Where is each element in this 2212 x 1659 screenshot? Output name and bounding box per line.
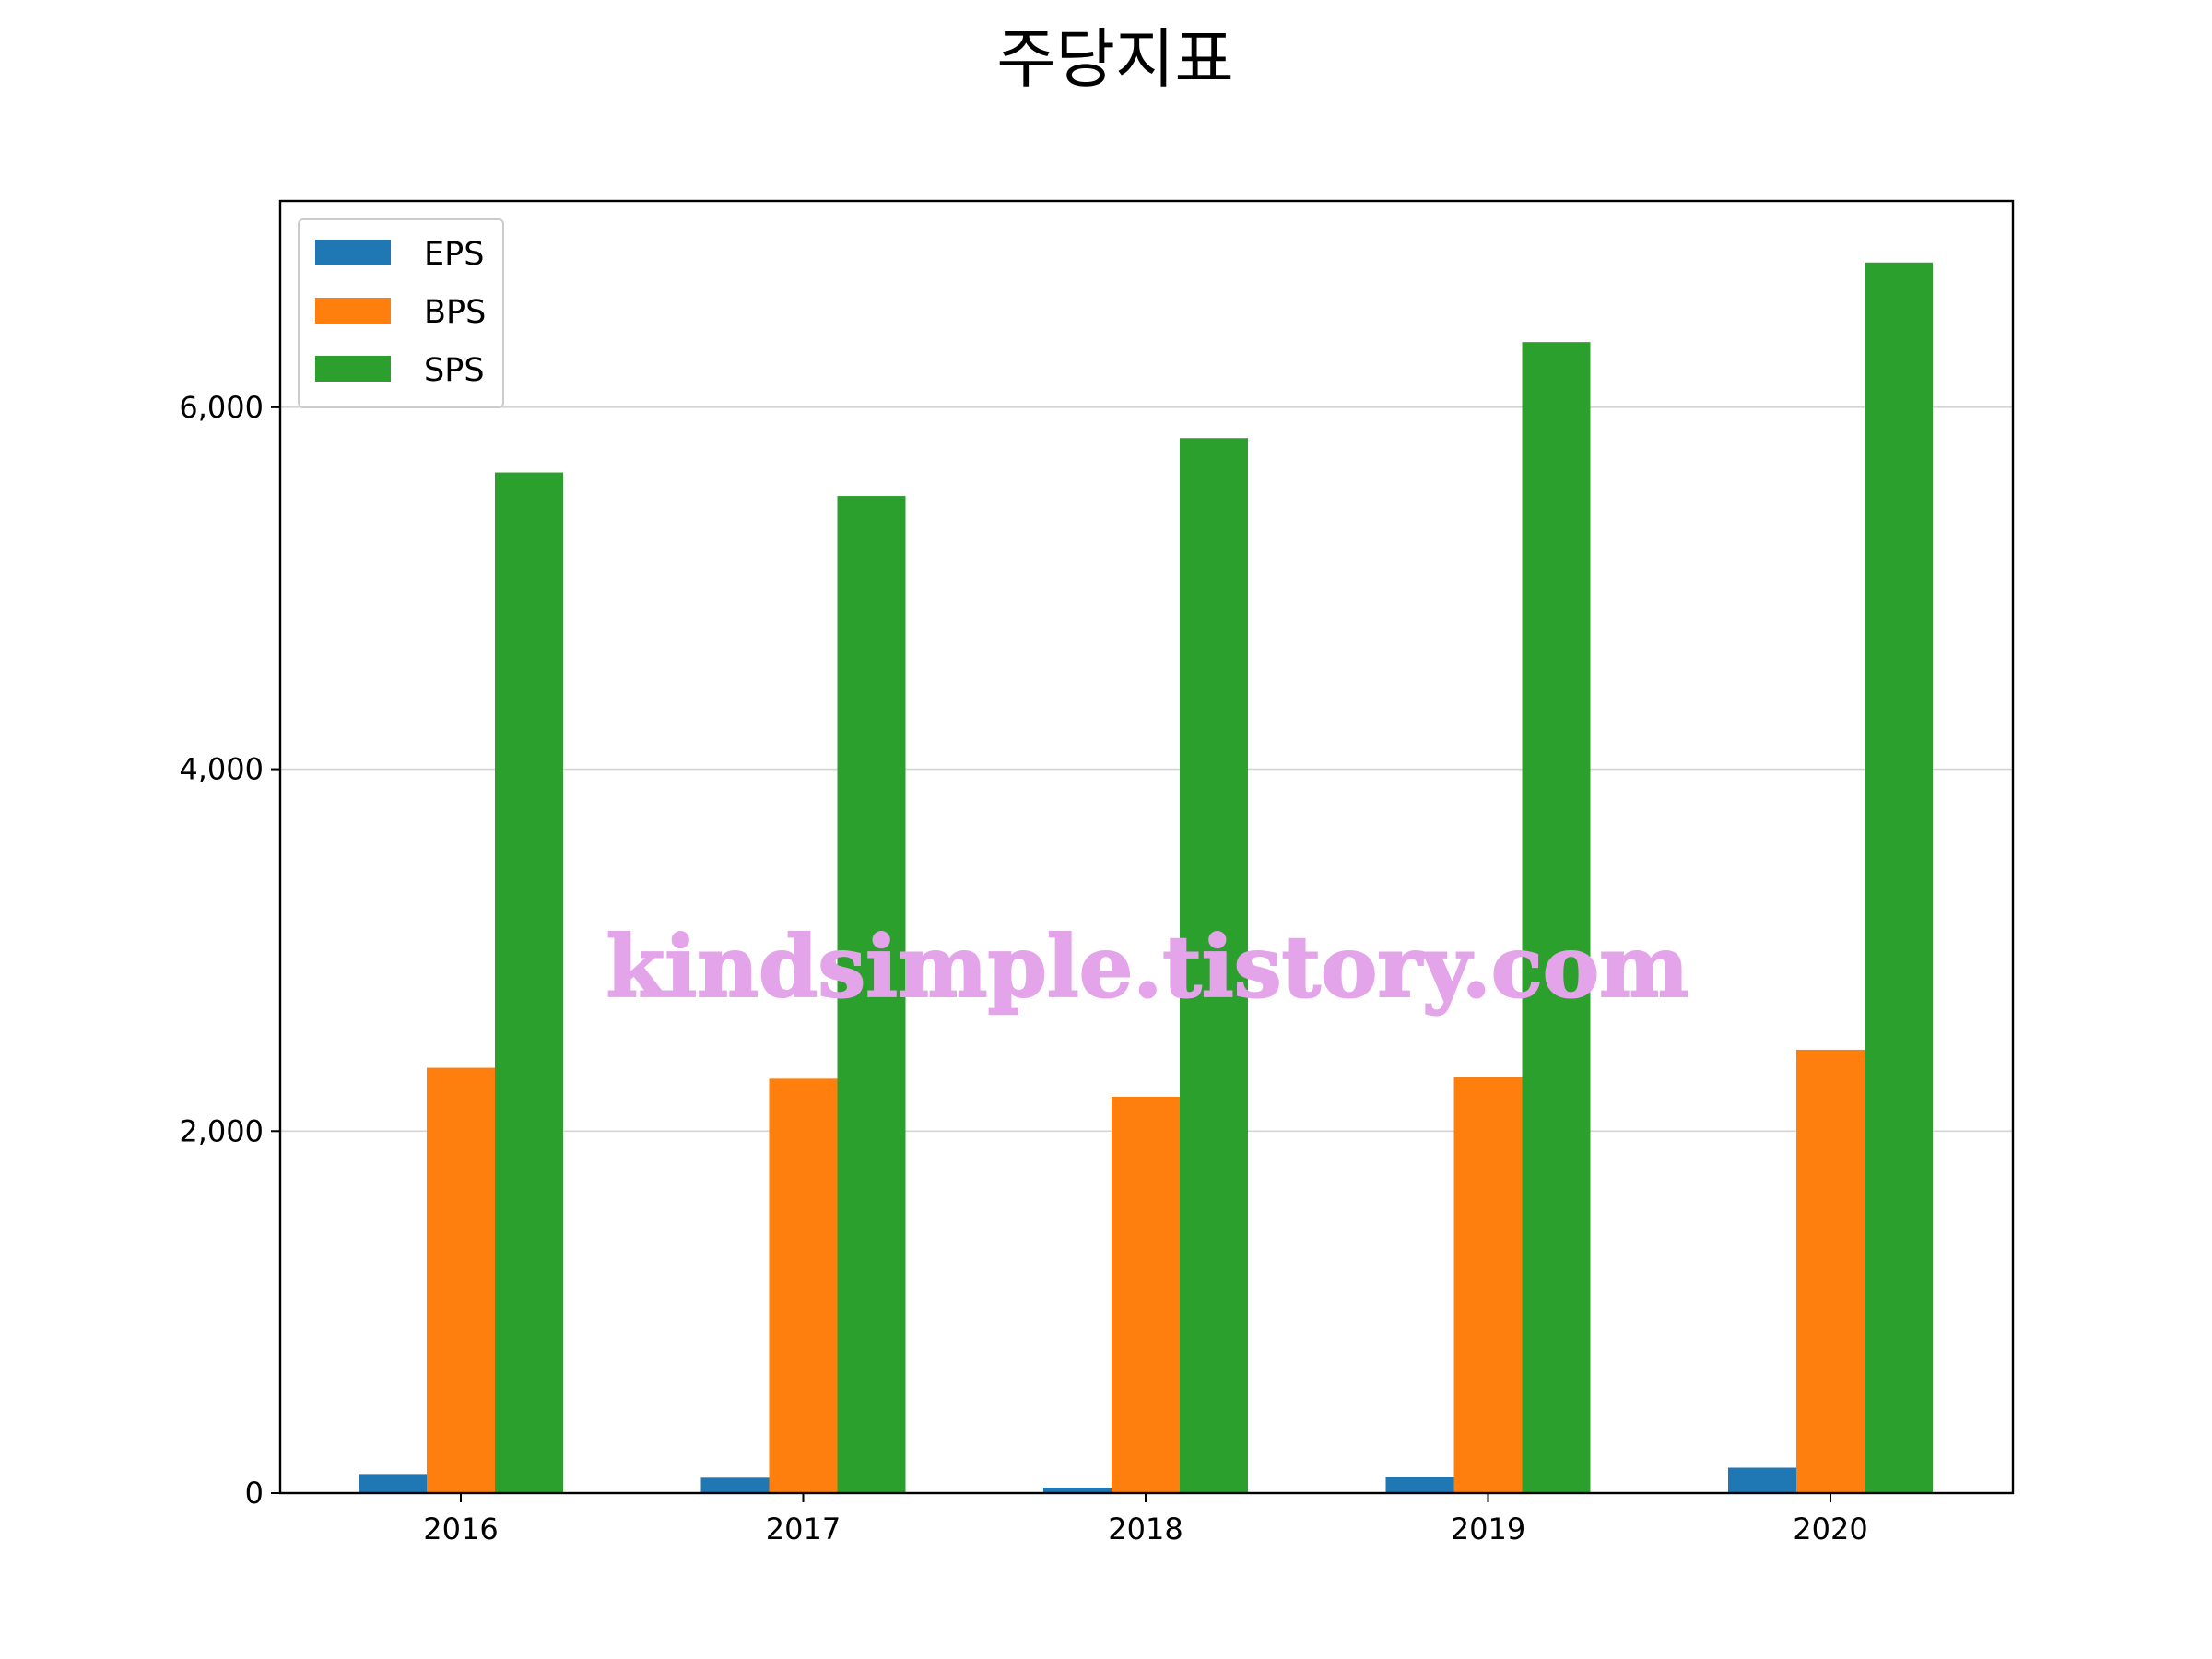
bar-bps-2018 [1112, 1096, 1180, 1493]
x-tick-label: 2017 [766, 1512, 841, 1547]
bar-bps-2017 [769, 1078, 838, 1493]
legend: EPS BPS SPS [298, 218, 504, 408]
y-tick-label: 2,000 [179, 1113, 264, 1148]
bar-eps-2020 [1728, 1467, 1796, 1493]
x-tick-label: 2016 [423, 1512, 498, 1547]
legend-swatch-bps [315, 298, 391, 324]
x-tick-label: 2019 [1451, 1512, 1525, 1547]
y-axis: 0 2,000 4,000 6,000 [179, 390, 280, 1511]
y-tick-label: 4,000 [179, 752, 264, 787]
bar-bps-2016 [427, 1067, 495, 1493]
bars [359, 262, 1933, 1493]
x-tick-label: 2020 [1793, 1512, 1867, 1547]
chart-title: 주당지표 [996, 21, 1234, 97]
bar-sps-2016 [495, 472, 563, 1493]
legend-label-eps: EPS [424, 236, 484, 273]
x-tick-label: 2018 [1108, 1512, 1182, 1547]
x-axis: 2016 2017 2018 2019 2020 [423, 1493, 1868, 1547]
bar-sps-2020 [1865, 262, 1933, 1493]
bar-bps-2019 [1453, 1077, 1523, 1493]
bar-sps-2018 [1180, 438, 1248, 1493]
watermark: kindsimple.tistory.com [606, 917, 1688, 1017]
y-tick-label: 6,000 [179, 390, 264, 425]
y-tick-label: 0 [245, 1476, 264, 1511]
legend-label-bps: BPS [424, 294, 486, 331]
bar-eps-2019 [1385, 1477, 1454, 1493]
legend-swatch-eps [315, 240, 391, 265]
legend-swatch-sps [315, 356, 391, 382]
bar-sps-2019 [1522, 342, 1591, 1493]
legend-label-sps: SPS [424, 352, 485, 389]
bar-sps-2017 [837, 496, 906, 1493]
bar-eps-2017 [700, 1477, 770, 1493]
bar-eps-2018 [1043, 1488, 1112, 1493]
bar-bps-2020 [1796, 1049, 1865, 1493]
bar-eps-2016 [359, 1474, 427, 1493]
